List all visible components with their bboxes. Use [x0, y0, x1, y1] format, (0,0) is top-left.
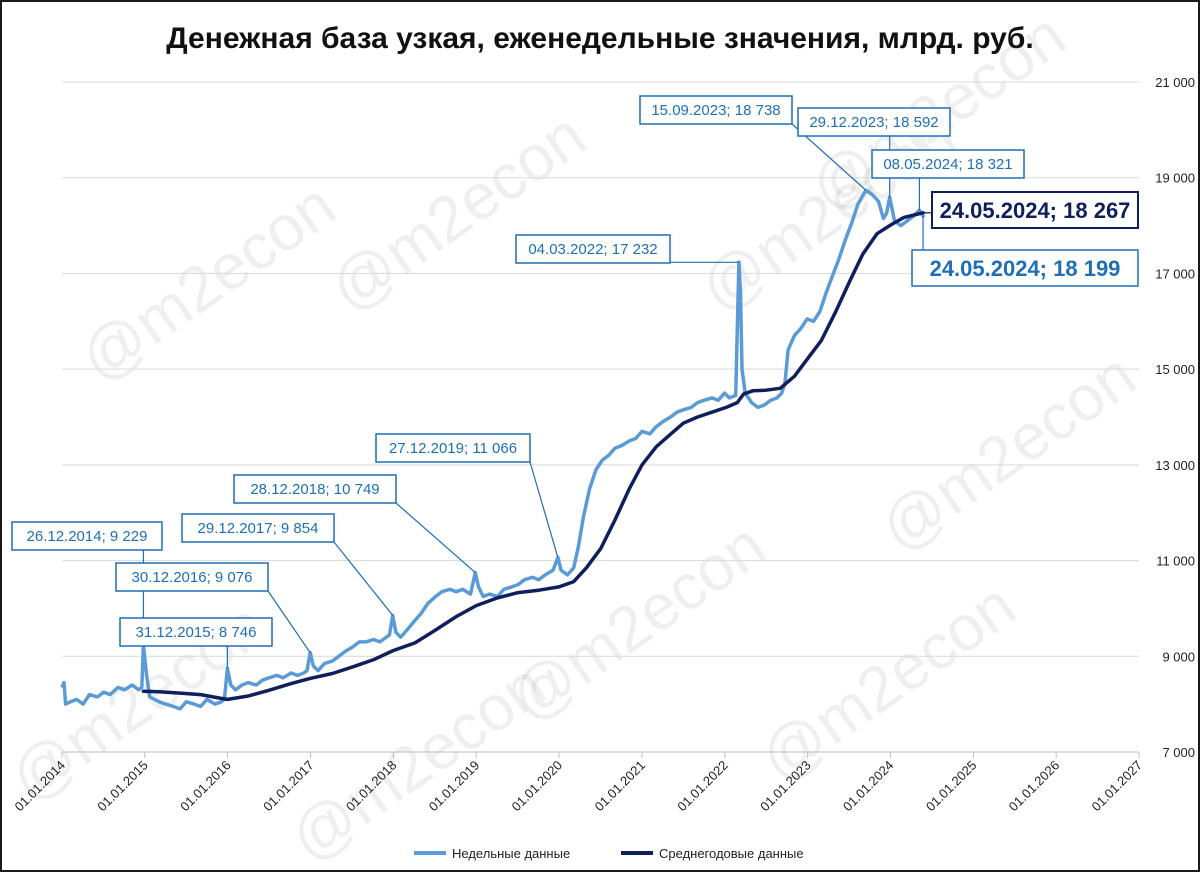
watermark-text: @m2econ [867, 339, 1148, 566]
legend: Недельные данные Среднегодовые данные [414, 846, 804, 861]
legend-label-average: Среднегодовые данные [659, 846, 804, 861]
annotation-leader [267, 590, 311, 653]
annotation-box [115, 562, 269, 592]
legend-label-weekly: Недельные данные [452, 846, 570, 861]
annotation-box [375, 433, 531, 463]
x-tick-label: 01.01.2021 [592, 758, 649, 815]
annotation-label: 31.12.2015; 8 746 [136, 624, 257, 641]
y-tick-label: 15 000 [1155, 362, 1195, 377]
annotation-label: 28.12.2018; 10 749 [250, 481, 379, 498]
y-tick-label: 9 000 [1162, 649, 1195, 664]
annotation-box [233, 474, 397, 504]
annotation-label: 08.05.2024; 18 321 [883, 156, 1012, 173]
y-tick-label: 13 000 [1155, 458, 1195, 473]
annotation-box [911, 249, 1139, 287]
annotation-label: 24.05.2024; 18 199 [930, 256, 1121, 281]
annotation-layer: 26.12.2014; 9 229 31.12.2015; 8 746 30.12.… [11, 95, 1139, 669]
annotation-label: 26.12.2014; 9 229 [27, 528, 148, 545]
annotation-box [931, 191, 1139, 229]
y-tick-label: 11 000 [1156, 554, 1195, 569]
series-layer [60, 188, 925, 711]
x-tick-label: 01.01.2022 [674, 758, 731, 815]
watermark-text: @m2econ [317, 99, 598, 326]
annotation-box [871, 149, 1025, 179]
x-tick-label: 01.01.2020 [508, 758, 565, 815]
annotation-label: 15.09.2023; 18 738 [651, 102, 780, 119]
watermark-text: @m2econ [67, 169, 348, 396]
x-tick-label: 01.01.2016 [177, 758, 234, 815]
annotation-label: 29.12.2017; 9 854 [198, 520, 319, 537]
annotation-label: 04.03.2022; 17 232 [528, 241, 657, 258]
x-tick-label: 01.01.2024 [840, 758, 897, 815]
annotation-box [119, 617, 273, 647]
y-tick-label: 17 000 [1155, 266, 1195, 281]
annotation-box [515, 234, 671, 264]
watermark-text: @m2econ [497, 509, 778, 736]
annotation-label: 27.12.2019; 11 066 [389, 440, 517, 457]
chart-title: Денежная база узкая, еженедельные значен… [166, 22, 1033, 55]
series-line-average [141, 211, 925, 702]
watermark-layer: @m2econ@m2econ@m2econ@m2econ@m2econ@m2ec… [0, 0, 1148, 872]
y-tick-label: 21 000 [1155, 75, 1195, 90]
annotation-box [797, 107, 951, 137]
annotation-label: 29.12.2023; 18 592 [809, 114, 938, 131]
x-tick-label: 01.01.2026 [1006, 758, 1063, 815]
annotation-label: 30.12.2016; 9 076 [132, 569, 253, 586]
annotation-leader [529, 461, 559, 558]
annotation-box [181, 513, 335, 543]
y-tick-label: 7 000 [1162, 745, 1195, 760]
annotation-leader [333, 541, 394, 616]
annotation-label: 24.05.2024; 18 267 [940, 198, 1131, 223]
x-tick-label: 01.01.2025 [923, 758, 980, 815]
annotation-leader [395, 502, 476, 574]
y-tick-label: 19 000 [1155, 171, 1195, 186]
annotation-box [11, 521, 163, 551]
x-tick-label: 01.01.2027 [1088, 758, 1145, 815]
annotation-box [639, 95, 793, 125]
